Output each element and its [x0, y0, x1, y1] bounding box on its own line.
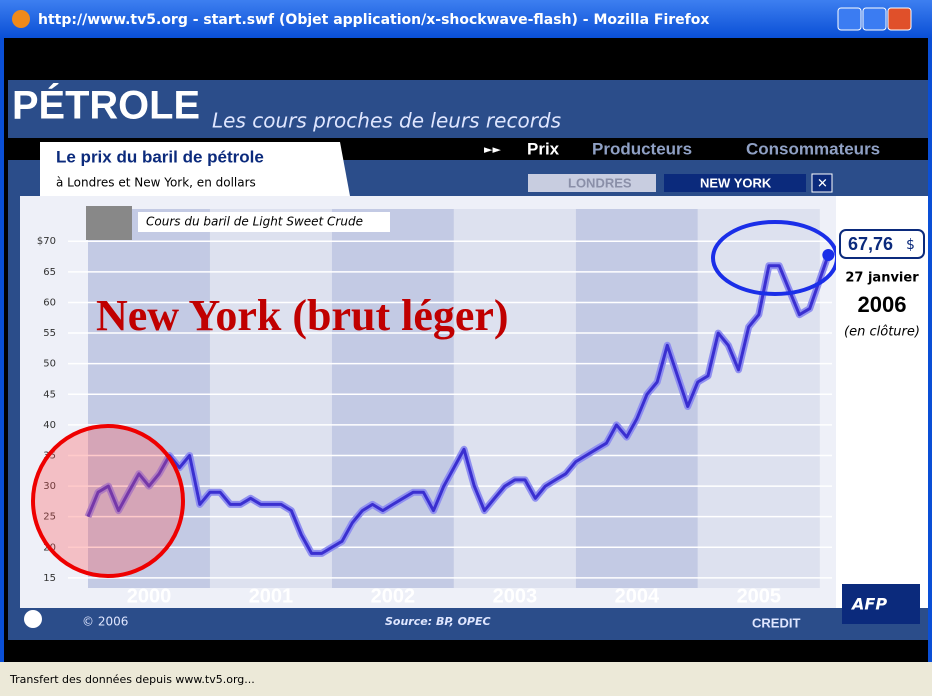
unit: $	[906, 237, 915, 253]
maximize-button[interactable]	[862, 7, 887, 31]
tab-londres[interactable]	[528, 174, 656, 192]
note: (en clôture)	[844, 325, 920, 340]
credit[interactable]: CREDIT	[752, 615, 800, 630]
y-tick-label: 25	[43, 512, 56, 523]
x-tick-label: 2005	[737, 585, 782, 607]
nav-arrow: ►►	[484, 143, 501, 156]
logo-box	[842, 584, 920, 624]
logo: AFP	[850, 595, 887, 614]
title-bar	[0, 0, 932, 38]
y-tick-label: 45	[43, 389, 56, 400]
y-tick-label: 55	[43, 328, 56, 339]
heading-panel	[40, 142, 350, 196]
year-band	[453, 209, 576, 588]
last-point	[822, 248, 835, 261]
y-tick-label: 40	[43, 420, 56, 431]
icon	[86, 206, 132, 240]
heading: Le prix du baril de pétrole	[56, 147, 264, 166]
last-value-box	[839, 229, 925, 259]
y-tick-label: $70	[37, 236, 56, 247]
status-bar	[0, 662, 932, 696]
x-tick-label: 2001	[249, 585, 294, 607]
y-tick-label: 50	[43, 359, 56, 370]
x-tick-label: 2002	[371, 585, 416, 607]
price-line	[86, 254, 830, 555]
close-tab-icon[interactable]: ✕	[817, 177, 828, 192]
close-button[interactable]	[887, 7, 912, 31]
year-band	[575, 209, 698, 588]
tab-newyork[interactable]	[664, 174, 806, 192]
footer	[20, 608, 836, 636]
year-band	[209, 209, 332, 588]
annotation: New York (brut léger)	[96, 291, 509, 340]
tagline: Les cours proches de leurs records	[212, 109, 561, 133]
nav-consommateurs[interactable]: Consommateurs	[746, 139, 880, 158]
source: Source: BP, OPEC	[385, 615, 491, 628]
copyright: © 2006	[82, 615, 128, 629]
x-tick-label: 2000	[127, 585, 172, 607]
subheading: à Londres et New York, en dollars	[56, 176, 256, 190]
last-value: 67,76	[848, 234, 893, 254]
y-tick-label: 30	[43, 481, 56, 492]
date: 27 janvier	[845, 271, 919, 286]
side-panel	[836, 196, 928, 608]
app-icon	[12, 10, 30, 28]
tab-newyork-label[interactable]: NEW YORK	[700, 175, 772, 190]
x-tick-label: 2003	[493, 585, 538, 607]
brand: PÉTROLE	[12, 83, 200, 128]
window-title: http://www.tv5.org - start.swf (Objet ap…	[38, 12, 709, 28]
nav-prix[interactable]: Prix	[527, 139, 560, 158]
nav-producteurs[interactable]: Producteurs	[592, 139, 692, 158]
chart-title-box	[138, 212, 390, 232]
close-tab[interactable]	[811, 173, 833, 193]
chart-title: Cours du baril de Light Sweet Crude	[146, 215, 363, 229]
rewind-button[interactable]	[24, 610, 42, 628]
minimize-button[interactable]	[837, 7, 862, 31]
plot: 2000200120022003200420051520253035404550…	[37, 209, 835, 607]
y-tick-label: 65	[43, 267, 56, 278]
x-tick-label: 2004	[615, 585, 660, 607]
highlight-2000	[31, 424, 185, 578]
y-tick-label: 60	[43, 297, 56, 308]
y-tick-label: 15	[43, 573, 56, 584]
status-text: Transfert des données depuis www.tv5.org…	[9, 673, 255, 686]
tab-londres-label[interactable]: LONDRES	[568, 175, 632, 190]
year: 2006	[858, 292, 907, 317]
